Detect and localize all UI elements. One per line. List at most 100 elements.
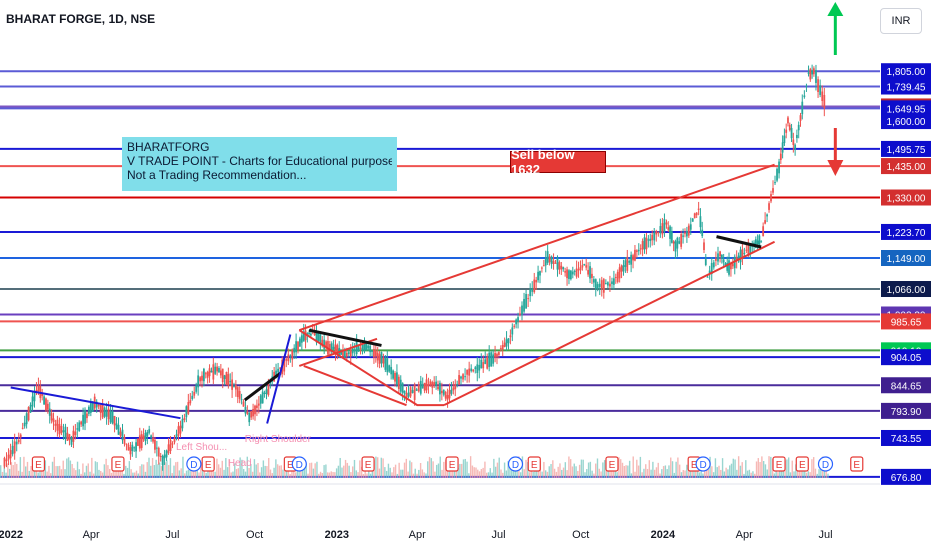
- volume-bar: [375, 456, 377, 478]
- candle-body: [246, 411, 249, 414]
- x-tick-label: Oct: [246, 529, 263, 541]
- volume-bar: [603, 460, 606, 478]
- volume-bar: [316, 461, 318, 478]
- volume-bar: [166, 460, 168, 478]
- volume-bar: [418, 469, 420, 478]
- candle-body: [569, 270, 572, 280]
- volume-bar: [387, 463, 390, 478]
- volume-bar: [536, 465, 538, 478]
- volume-bar: [789, 472, 792, 478]
- volume-bar: [602, 462, 604, 478]
- volume-bar: [368, 466, 370, 478]
- volume-bar: [16, 463, 18, 478]
- volume-bar: [473, 467, 475, 478]
- candle-body: [787, 117, 789, 124]
- candle-body: [641, 240, 644, 250]
- volume-bar: [468, 473, 470, 478]
- volume-bar: [50, 473, 52, 478]
- candle-body: [146, 432, 149, 437]
- candle-body: [505, 339, 508, 347]
- candle-body: [378, 354, 381, 364]
- volume-bar: [578, 464, 581, 478]
- trend-line: [266, 334, 292, 424]
- volume-bar: [777, 472, 779, 478]
- volume-bar: [671, 461, 674, 478]
- candle-body: [669, 226, 671, 239]
- candle-body: [295, 341, 297, 353]
- candle-body: [490, 352, 493, 367]
- volume-bar: [48, 465, 50, 478]
- volume-bar: [94, 461, 97, 478]
- candle-body: [152, 437, 154, 442]
- volume-bar: [586, 469, 588, 478]
- volume-bar: [550, 464, 552, 478]
- volume-bar: [17, 470, 20, 478]
- candle-body: [665, 222, 668, 225]
- event-marker-label: E: [853, 460, 860, 471]
- volume-bar: [1, 471, 4, 478]
- volume-bar: [251, 471, 254, 478]
- candle-body: [697, 208, 700, 210]
- volume-bar: [562, 467, 565, 478]
- candle-body: [191, 395, 194, 400]
- candle-body: [494, 352, 496, 358]
- volume-bar: [428, 456, 431, 478]
- candle-body: [598, 283, 601, 287]
- volume-bar: [584, 472, 586, 478]
- candle-body: [285, 359, 288, 361]
- candle-body: [456, 383, 459, 385]
- candle-body: [682, 235, 684, 237]
- volume-bar: [632, 456, 634, 478]
- volume-bar: [487, 472, 490, 478]
- candle-body: [573, 270, 576, 272]
- volume-bar: [641, 472, 643, 478]
- volume-bar: [369, 473, 372, 478]
- candle-body: [628, 260, 631, 263]
- candle-body: [708, 270, 711, 274]
- volume-bar: [618, 457, 620, 478]
- volume-bar: [443, 461, 445, 478]
- candle-body: [585, 265, 588, 268]
- volume-bar: [167, 464, 170, 478]
- volume-bar: [137, 473, 139, 478]
- earnings-marker: [850, 456, 864, 472]
- volume-bar: [353, 459, 356, 478]
- candle-body: [310, 333, 312, 336]
- candle-body: [737, 255, 740, 259]
- x-tick-label: 2024: [651, 529, 676, 541]
- event-marker-label: E: [365, 460, 372, 471]
- currency-button[interactable]: INR: [880, 8, 922, 34]
- volume-bar: [307, 473, 309, 478]
- candle-body: [676, 238, 679, 249]
- volume-bar: [743, 473, 745, 478]
- volume-bar: [182, 456, 184, 478]
- candle-body: [423, 382, 426, 391]
- candle-body: [399, 379, 402, 392]
- volume-bar: [150, 465, 152, 478]
- candle-body: [72, 430, 75, 442]
- note-line-2: V TRADE POINT - Charts for Educational p…: [127, 154, 392, 168]
- volume-bar: [643, 468, 645, 478]
- volume-bar: [201, 466, 204, 478]
- volume-bar: [162, 456, 164, 478]
- volume-bar: [7, 463, 9, 478]
- volume-bar: [8, 468, 11, 478]
- volume-bar: [755, 461, 758, 478]
- candle-body: [394, 372, 396, 382]
- candle-body: [169, 440, 172, 451]
- candle-body: [23, 422, 26, 427]
- candle-body: [302, 331, 305, 342]
- candle-body: [129, 447, 132, 455]
- volume-bar: [232, 471, 234, 478]
- candle-body: [163, 454, 166, 459]
- candle-body: [58, 423, 61, 435]
- candle-body: [183, 417, 186, 421]
- candle-body: [747, 244, 750, 256]
- candle-body: [446, 395, 449, 400]
- candle-body: [554, 262, 557, 264]
- volume-bar: [723, 471, 726, 478]
- candle-body: [529, 289, 532, 297]
- volume-bar: [78, 469, 81, 478]
